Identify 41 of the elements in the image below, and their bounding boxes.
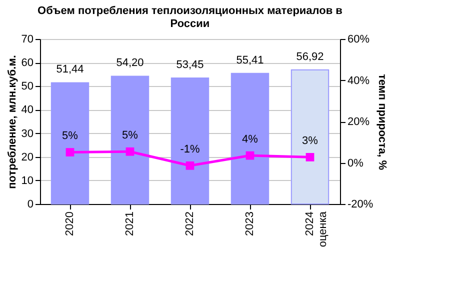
x-tick-label: 2020 bbox=[64, 212, 76, 236]
y2-tick-label: -20% bbox=[348, 198, 374, 210]
y-axis-title: потребление, млн.куб.м. bbox=[6, 55, 18, 189]
bar bbox=[230, 72, 270, 204]
chart-title: Объем потребления теплоизоляционных материалов в России bbox=[38, 5, 343, 30]
x-tick-label: 2023 bbox=[244, 212, 256, 236]
bar bbox=[50, 82, 90, 204]
x-tick-label: 2022 bbox=[184, 212, 196, 236]
x-tick-label: 2021 bbox=[124, 212, 136, 236]
data-label: 54,20 bbox=[116, 57, 144, 70]
y-tick-label: 10 bbox=[21, 174, 34, 187]
data-label: 3% bbox=[302, 135, 318, 148]
point bbox=[306, 153, 314, 162]
y2-tick-label: 60% bbox=[348, 34, 370, 46]
bar bbox=[290, 69, 330, 204]
bar bbox=[110, 76, 150, 204]
data-label: 4% bbox=[242, 134, 258, 146]
y-tick-label: 60 bbox=[21, 57, 34, 70]
y2-axis-title: темп прироста, % bbox=[376, 74, 388, 170]
data-label: 56,92 bbox=[296, 50, 324, 63]
data-label: -1% bbox=[180, 144, 200, 156]
data-label: 53,45 bbox=[176, 59, 204, 72]
y-tick-label: 30 bbox=[21, 128, 34, 140]
y-tick-label: 20 bbox=[21, 151, 34, 164]
x-tick-label: 2024 оценка bbox=[304, 210, 329, 248]
y-tick-label: 40 bbox=[21, 104, 34, 116]
data-label: 5% bbox=[62, 130, 78, 142]
point bbox=[246, 151, 254, 160]
y2-tick-label: 0% bbox=[348, 157, 364, 170]
point bbox=[186, 161, 194, 170]
data-label: 51,44 bbox=[56, 64, 84, 76]
y-tick-label: 70 bbox=[21, 34, 34, 46]
point bbox=[126, 147, 134, 156]
y2-tick-label: 20% bbox=[348, 116, 370, 128]
y-tick-label: 50 bbox=[21, 80, 34, 93]
bar bbox=[170, 78, 210, 204]
point bbox=[66, 148, 74, 156]
data-label: 5% bbox=[122, 130, 138, 142]
y-tick-label: 0 bbox=[27, 198, 34, 210]
data-label: 55,41 bbox=[236, 54, 264, 66]
y2-tick-label: 40% bbox=[348, 74, 370, 87]
